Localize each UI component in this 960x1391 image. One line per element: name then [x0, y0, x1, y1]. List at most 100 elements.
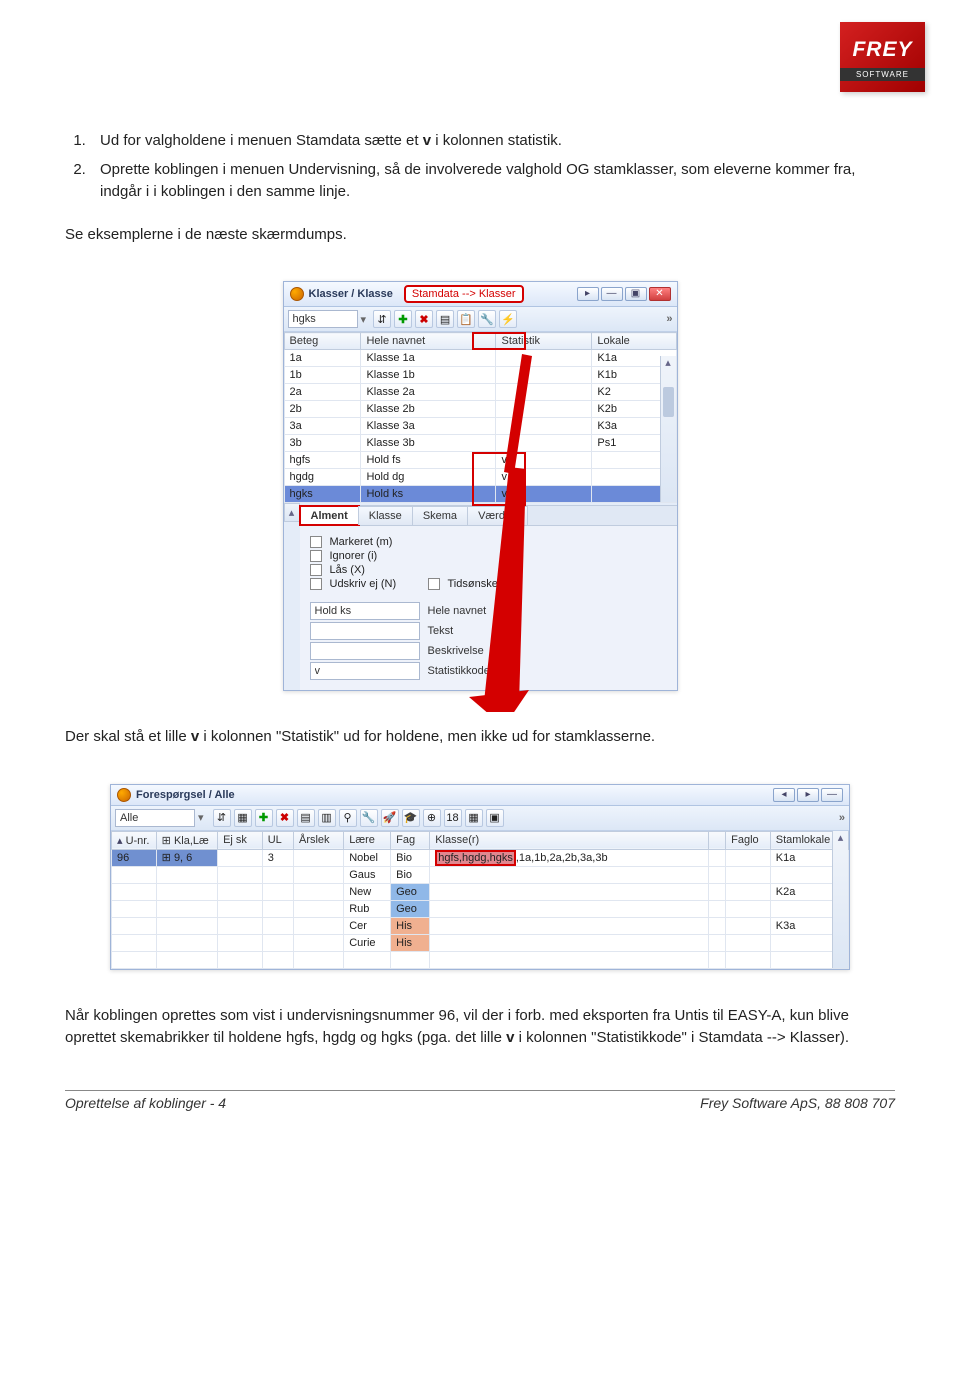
table-cell[interactable]: New — [344, 883, 391, 900]
column-header[interactable] — [709, 831, 726, 849]
tool-icon[interactable]: 🚀 — [381, 809, 399, 827]
column-header[interactable]: ▴ U-nr. — [112, 831, 157, 849]
column-header[interactable]: Lokale — [592, 333, 676, 350]
table-row[interactable]: hgfsHold fsv — [284, 452, 676, 469]
table-cell[interactable]: Gaus — [344, 866, 391, 883]
tool-icon[interactable]: ▤ — [297, 809, 315, 827]
undervisning-table[interactable]: ▴ U-nr.⊞ Kla,LæEj skULÅrslekLæreFagKlass… — [111, 831, 849, 969]
checkbox[interactable] — [428, 578, 440, 590]
tool-icon[interactable]: ▣ — [486, 809, 504, 827]
table-cell[interactable] — [112, 900, 157, 917]
table-cell[interactable] — [430, 883, 709, 900]
table-cell[interactable] — [156, 883, 217, 900]
table-cell[interactable] — [156, 866, 217, 883]
table-cell[interactable]: Bio — [391, 866, 430, 883]
table-cell[interactable] — [262, 917, 293, 934]
table-cell[interactable]: Curie — [344, 934, 391, 951]
table-cell[interactable] — [262, 900, 293, 917]
table-cell[interactable]: Geo — [391, 900, 430, 917]
table-row[interactable]: hgksHold ksv — [284, 486, 676, 503]
table-row[interactable]: GausBio — [112, 866, 849, 883]
table-cell[interactable] — [430, 951, 709, 968]
vertical-scrollbar[interactable]: ▴ — [660, 356, 676, 502]
table-cell[interactable]: Bio — [391, 849, 430, 866]
table-cell[interactable] — [156, 934, 217, 951]
table-cell[interactable]: hgfs,hgdg,hgks,1a,1b,2a,2b,3a,3b — [430, 849, 709, 866]
table-row[interactable]: 3aKlasse 3aK3a — [284, 418, 676, 435]
table-cell[interactable]: ⊞ 9, 6 — [156, 849, 217, 866]
nav-prev-button[interactable]: ◂ — [773, 788, 795, 802]
table-cell[interactable] — [112, 866, 157, 883]
table-cell[interactable] — [218, 934, 263, 951]
form-input[interactable] — [310, 622, 420, 640]
table-cell[interactable]: Hold fs — [361, 452, 496, 469]
table-cell[interactable] — [430, 866, 709, 883]
dropdown-arrow-icon[interactable]: ▾ — [198, 811, 204, 824]
tool-icon[interactable]: ⊕ — [423, 809, 441, 827]
table-cell[interactable] — [496, 435, 592, 452]
table-cell[interactable]: Rub — [344, 900, 391, 917]
table-cell[interactable] — [709, 866, 726, 883]
table-cell[interactable]: Klasse 1b — [361, 367, 496, 384]
table-cell[interactable] — [726, 849, 771, 866]
table-cell[interactable]: 3a — [284, 418, 361, 435]
vertical-scrollbar[interactable]: ▴ — [832, 831, 848, 968]
table-cell[interactable] — [112, 917, 157, 934]
table-cell[interactable]: 96 — [112, 849, 157, 866]
table-cell[interactable]: 2b — [284, 401, 361, 418]
grid-icon[interactable]: ▦ — [234, 809, 252, 827]
table-cell[interactable]: Cer — [344, 917, 391, 934]
tool-icon[interactable]: 🔧 — [360, 809, 378, 827]
table-cell[interactable] — [391, 951, 430, 968]
table-cell[interactable] — [709, 934, 726, 951]
scroll-thumb[interactable] — [663, 387, 674, 417]
table-row[interactable]: 1bKlasse 1bK1b — [284, 367, 676, 384]
table-cell[interactable] — [430, 917, 709, 934]
table-cell[interactable] — [293, 951, 343, 968]
tool-icon[interactable]: 🔧 — [478, 310, 496, 328]
tool-icon[interactable]: ▥ — [318, 809, 336, 827]
table-cell[interactable] — [293, 934, 343, 951]
delete-icon[interactable]: ✖ — [276, 809, 294, 827]
column-header[interactable]: UL — [262, 831, 293, 849]
form-input[interactable] — [310, 642, 420, 660]
checkbox[interactable] — [310, 578, 322, 590]
table-cell[interactable] — [709, 849, 726, 866]
table-cell[interactable]: 2a — [284, 384, 361, 401]
table-cell[interactable] — [496, 418, 592, 435]
table-cell[interactable]: His — [391, 917, 430, 934]
table-cell[interactable] — [726, 900, 771, 917]
table-row[interactable]: NewGeoK2a — [112, 883, 849, 900]
column-header[interactable]: Statistik — [496, 333, 592, 350]
table-cell[interactable] — [262, 883, 293, 900]
table-cell[interactable] — [726, 934, 771, 951]
table-cell[interactable] — [293, 900, 343, 917]
table-row[interactable]: 2aKlasse 2aK2 — [284, 384, 676, 401]
table-cell[interactable]: 3 — [262, 849, 293, 866]
table-cell[interactable]: hgfs — [284, 452, 361, 469]
table-cell[interactable] — [726, 917, 771, 934]
tool-icon[interactable]: 📋 — [457, 310, 475, 328]
table-cell[interactable]: Klasse 3a — [361, 418, 496, 435]
table-cell[interactable] — [156, 951, 217, 968]
table-cell[interactable] — [726, 951, 771, 968]
scroll-up-icon[interactable]: ▴ — [833, 831, 848, 844]
table-cell[interactable] — [218, 951, 263, 968]
column-header[interactable]: Årslek — [293, 831, 343, 849]
table-cell[interactable] — [293, 849, 343, 866]
tool-icon[interactable]: ⚡ — [499, 310, 517, 328]
table-row[interactable]: CerHisK3a — [112, 917, 849, 934]
maximize-button[interactable]: ▣ — [625, 287, 647, 301]
tool-icon[interactable]: 18 — [444, 809, 462, 827]
table-cell[interactable] — [709, 883, 726, 900]
tool-icon[interactable]: 🎓 — [402, 809, 420, 827]
table-cell[interactable]: v — [496, 486, 592, 503]
table-cell[interactable] — [430, 900, 709, 917]
table-cell[interactable]: Nobel — [344, 849, 391, 866]
tab-skema[interactable]: Skema — [412, 506, 468, 525]
table-cell[interactable]: Hold dg — [361, 469, 496, 486]
table-cell[interactable]: Klasse 2a — [361, 384, 496, 401]
nav-next-button[interactable]: ▸ — [797, 788, 819, 802]
overflow-icon[interactable]: » — [839, 812, 845, 824]
table-cell[interactable]: His — [391, 934, 430, 951]
